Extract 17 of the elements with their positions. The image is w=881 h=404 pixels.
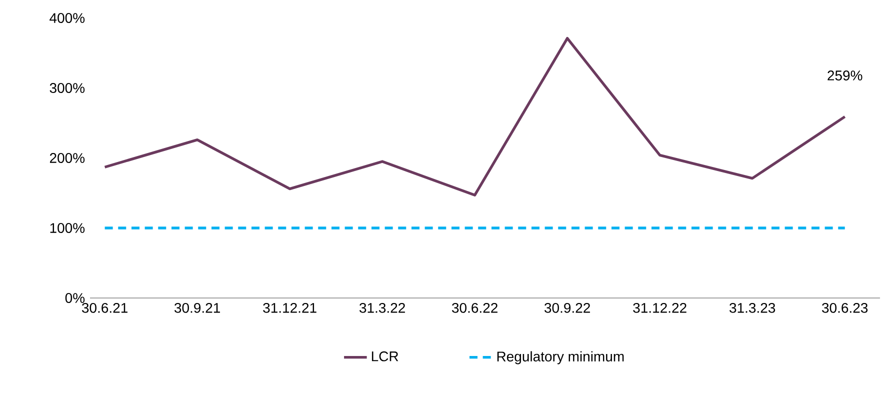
y-tick-label: 100% — [50, 223, 85, 233]
x-tick-label: 30.9.22 — [544, 302, 590, 313]
legend-label: Regulatory minimum — [497, 351, 624, 364]
x-tick-label: 31.3.22 — [359, 302, 405, 313]
x-tick-label: 30.6.21 — [82, 302, 128, 313]
x-tick-label: 31.12.21 — [263, 302, 316, 313]
annotation: 259% — [828, 70, 862, 80]
y-tick-label: 400% — [50, 13, 85, 23]
legend-label: LCR — [372, 351, 398, 362]
y-tick-label: 300% — [50, 83, 85, 93]
y-tick-label: 0% — [65, 293, 85, 303]
x-tick-label: 31.3.23 — [730, 302, 776, 313]
x-tick-label: 30.6.22 — [452, 302, 498, 313]
x-tick-label: 30.9.21 — [174, 302, 220, 313]
x-tick-label: 30.6.23 — [822, 302, 868, 313]
x-tick-label: 31.12.22 — [633, 302, 686, 313]
y-tick-label: 200% — [50, 153, 85, 163]
